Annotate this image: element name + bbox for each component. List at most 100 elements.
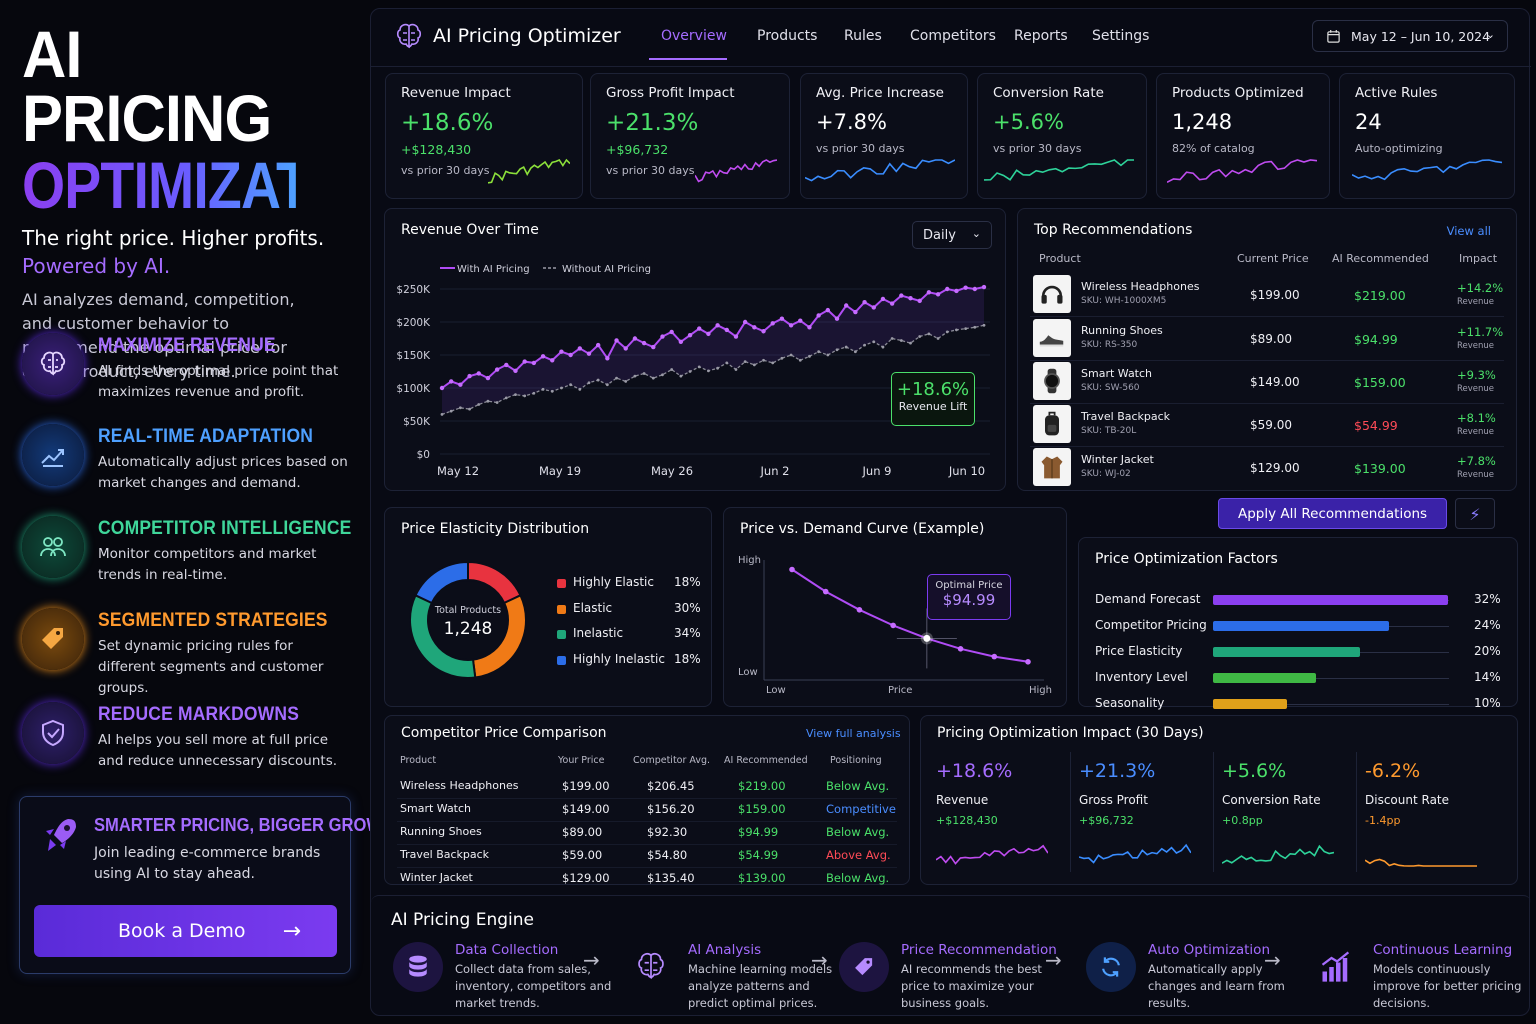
lightning-button[interactable]: ⚡ <box>1455 498 1495 529</box>
data-point-with-ai <box>816 313 820 317</box>
data-point-without-ai <box>836 348 839 351</box>
data-point-with-ai <box>936 292 940 296</box>
card-title: Price Optimization Factors <box>1095 551 1278 567</box>
product-sku: SKU: TB-20L <box>1081 426 1136 436</box>
data-point-without-ai <box>817 350 820 353</box>
data-point-with-ai <box>853 310 857 314</box>
date-range-picker[interactable]: May 12 – Jun 10, 2024 ⌄ <box>1312 20 1508 52</box>
legend-label-with-ai: With AI Pricing <box>457 264 530 275</box>
data-point-with-ai <box>917 299 921 303</box>
sparkline <box>1222 846 1334 863</box>
data-point-with-ai <box>651 345 655 349</box>
revenue-lift-value: +18.6% <box>892 379 974 400</box>
product-name: Travel Backpack <box>400 848 489 861</box>
data-point-without-ai <box>808 355 811 358</box>
headphones-icon <box>1033 275 1071 313</box>
impact-value: +14.2% <box>1457 281 1503 295</box>
y-tick-label: $50K <box>403 416 431 428</box>
optimal-point <box>923 635 930 642</box>
impact-label: Conversion Rate <box>1222 793 1321 807</box>
factor-label: Competitor Pricing <box>1095 618 1207 632</box>
positioning: Below Avg. <box>826 871 889 885</box>
product-name: Winter Jacket <box>400 871 473 884</box>
impact-label: Revenue <box>1457 427 1494 437</box>
engine-step: Data Collection Collect data from sales, … <box>393 942 613 1012</box>
tab-settings[interactable]: Settings <box>1092 28 1149 44</box>
data-point-with-ai <box>440 386 444 390</box>
data-point-without-ai <box>725 362 728 365</box>
data-point-with-ai <box>807 325 811 329</box>
data-point-with-ai <box>798 318 802 322</box>
sparkline <box>1167 160 1317 182</box>
impact-value: +18.6% <box>936 760 1012 782</box>
cta-panel: SMARTER PRICING, BIGGER GROWTH Join lead… <box>19 796 351 974</box>
donut-slice <box>416 562 468 603</box>
engine-title: AI Pricing Engine <box>391 910 534 930</box>
feature-segmented-strategies: SEGMENTED STRATEGIES Set dynamic pricing… <box>22 608 352 688</box>
x-axis-low: Low <box>766 685 786 696</box>
impact-value: +7.8% <box>1457 454 1496 468</box>
feature-title: REAL-TIME ADAPTATION <box>98 426 313 448</box>
product-sku: SKU: WH-1000XM5 <box>1081 296 1166 306</box>
kpi-card: Revenue Impact +18.6% +$128,430 vs prior 30… <box>385 73 583 199</box>
data-point-with-ai <box>578 346 582 350</box>
data-point-without-ai <box>597 379 600 382</box>
data-point-without-ai <box>634 375 637 378</box>
tab-competitors[interactable]: Competitors <box>910 28 996 44</box>
data-point-with-ai <box>771 321 775 325</box>
product-name: Smart Watch <box>400 802 471 815</box>
data-point-with-ai <box>624 346 628 350</box>
ai-pricing-engine: AI Pricing Engine Data Collection Collect… <box>371 895 1531 1017</box>
x-axis-label: Price <box>888 685 912 696</box>
factor-bar <box>1213 673 1316 683</box>
your-price: $129.00 <box>562 871 610 885</box>
current-price: $199.00 <box>1250 288 1300 302</box>
refresh-icon <box>1086 942 1136 992</box>
data-point-with-ai <box>743 320 747 324</box>
data-point-with-ai <box>596 343 600 347</box>
legend-swatch <box>557 605 566 614</box>
kpi-sparkline <box>695 158 777 186</box>
product-name: Running Shoes <box>1081 324 1163 337</box>
apply-all-button[interactable]: Apply All Recommendations <box>1218 498 1447 529</box>
kpi-label: Active Rules <box>1355 85 1437 101</box>
sparkline <box>1365 859 1477 866</box>
users-icon <box>22 516 84 578</box>
active-tab-indicator <box>649 58 727 60</box>
current-price: $129.00 <box>1250 461 1300 475</box>
data-point-without-ai <box>927 332 930 335</box>
impact-value: +5.6% <box>1222 760 1286 782</box>
optimization-impact-card: Pricing Optimization Impact (30 Days) +1… <box>920 715 1518 885</box>
impact-label: Revenue <box>1457 297 1494 307</box>
your-price: $59.00 <box>562 848 602 862</box>
feature-desc: Set dynamic pricing rules for different … <box>98 636 348 699</box>
impact-delta: +$128,430 <box>936 814 998 827</box>
view-all-link[interactable]: View all <box>1447 224 1491 238</box>
data-point-without-ai <box>624 380 627 383</box>
impact-label: Revenue <box>1457 341 1494 351</box>
legend-swatch <box>557 630 566 639</box>
dashboard: AI Pricing Optimizer Overview Products R… <box>370 8 1530 1016</box>
factor-percent: 32% <box>1474 592 1501 606</box>
view-full-analysis-link[interactable]: View full analysis <box>806 727 901 740</box>
demand-point <box>1025 659 1031 665</box>
feature-competitor-intelligence: COMPETITOR INTELLIGENCE Monitor competit… <box>22 516 352 596</box>
divider <box>1070 752 1071 872</box>
product-name: Wireless Headphones <box>1081 280 1199 293</box>
kpi-sparkline <box>488 158 570 186</box>
tab-reports[interactable]: Reports <box>1014 28 1068 44</box>
x-tick-label: May 12 <box>437 464 479 478</box>
data-point-with-ai <box>458 383 462 387</box>
revenue-over-time-card: Revenue Over Time Daily ⌄ $0 $50K $100K $150… <box>384 208 1006 491</box>
kpi-note: vs prior 30 days <box>993 142 1082 155</box>
tab-rules[interactable]: Rules <box>844 28 882 44</box>
row-divider <box>1030 403 1504 404</box>
brain-icon <box>626 942 676 992</box>
data-point-without-ai <box>872 340 875 343</box>
feature-title: SEGMENTED STRATEGIES <box>98 610 328 632</box>
tab-overview[interactable]: Overview <box>661 28 727 44</box>
engine-step: Price Recommendation AI recommends the be… <box>839 942 1059 1012</box>
book-demo-button[interactable]: Book a Demo → <box>34 905 337 957</box>
tab-products[interactable]: Products <box>757 28 817 44</box>
trend-chart-icon <box>22 424 84 486</box>
